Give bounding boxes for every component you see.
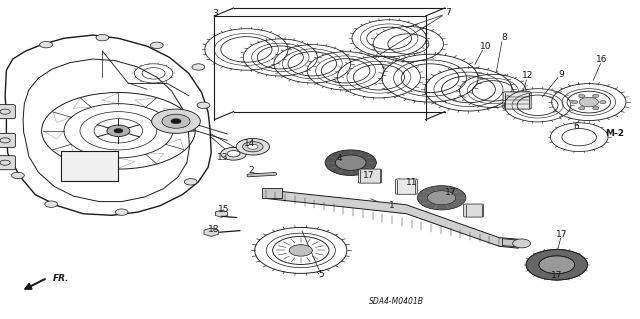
Circle shape	[197, 102, 210, 108]
Polygon shape	[266, 190, 518, 248]
Circle shape	[579, 107, 585, 110]
Circle shape	[539, 256, 575, 274]
Circle shape	[593, 94, 599, 98]
Circle shape	[192, 64, 205, 70]
FancyBboxPatch shape	[0, 105, 15, 119]
Text: 17: 17	[551, 271, 563, 280]
Circle shape	[289, 245, 312, 256]
Circle shape	[171, 119, 181, 124]
Text: 6: 6	[573, 122, 579, 131]
Text: SDA4-M0401B: SDA4-M0401B	[369, 297, 424, 306]
FancyBboxPatch shape	[358, 169, 381, 183]
Circle shape	[96, 34, 109, 41]
FancyBboxPatch shape	[503, 92, 531, 109]
FancyBboxPatch shape	[0, 156, 15, 170]
Circle shape	[526, 249, 588, 280]
FancyBboxPatch shape	[396, 179, 417, 194]
Text: 15: 15	[218, 205, 230, 214]
Circle shape	[593, 107, 599, 110]
Circle shape	[221, 147, 246, 160]
FancyArrowPatch shape	[26, 279, 45, 289]
Circle shape	[115, 209, 128, 215]
Text: M-2: M-2	[605, 129, 624, 138]
Circle shape	[12, 172, 24, 179]
Circle shape	[579, 94, 585, 98]
Circle shape	[600, 100, 606, 104]
Text: 9: 9	[559, 70, 564, 78]
Circle shape	[325, 150, 376, 175]
Text: 17: 17	[445, 188, 456, 197]
Circle shape	[579, 97, 598, 107]
Circle shape	[572, 100, 578, 104]
Circle shape	[107, 125, 130, 137]
Text: 12: 12	[522, 71, 534, 80]
Circle shape	[335, 155, 366, 170]
FancyBboxPatch shape	[262, 188, 282, 198]
Circle shape	[236, 138, 269, 155]
Circle shape	[184, 179, 197, 185]
Circle shape	[227, 151, 240, 157]
Polygon shape	[502, 239, 525, 247]
Circle shape	[150, 42, 163, 48]
Text: 11: 11	[406, 178, 418, 187]
Text: 4: 4	[337, 154, 342, 163]
Circle shape	[152, 109, 200, 133]
FancyArrowPatch shape	[26, 279, 45, 289]
Text: 1: 1	[390, 201, 395, 210]
Text: 18: 18	[208, 225, 220, 234]
Text: 2: 2	[248, 167, 253, 175]
Text: 8: 8	[502, 33, 507, 42]
FancyBboxPatch shape	[0, 133, 15, 147]
Circle shape	[162, 114, 190, 128]
Text: 17: 17	[556, 230, 568, 239]
Circle shape	[428, 191, 456, 205]
FancyBboxPatch shape	[463, 204, 484, 217]
Text: 7: 7	[445, 8, 451, 17]
Text: 5: 5	[319, 270, 324, 279]
FancyBboxPatch shape	[61, 151, 118, 181]
Circle shape	[417, 186, 466, 210]
Circle shape	[513, 239, 531, 248]
Text: 16: 16	[596, 56, 607, 64]
Circle shape	[45, 201, 58, 207]
Text: 3: 3	[212, 9, 218, 18]
Text: 17: 17	[363, 171, 374, 180]
Circle shape	[114, 129, 123, 133]
Text: FR.: FR.	[53, 274, 70, 283]
Text: 13: 13	[217, 153, 228, 162]
Circle shape	[243, 142, 263, 152]
Circle shape	[40, 41, 52, 48]
Text: 14: 14	[244, 139, 255, 148]
Text: 10: 10	[480, 42, 492, 51]
Circle shape	[248, 144, 258, 149]
